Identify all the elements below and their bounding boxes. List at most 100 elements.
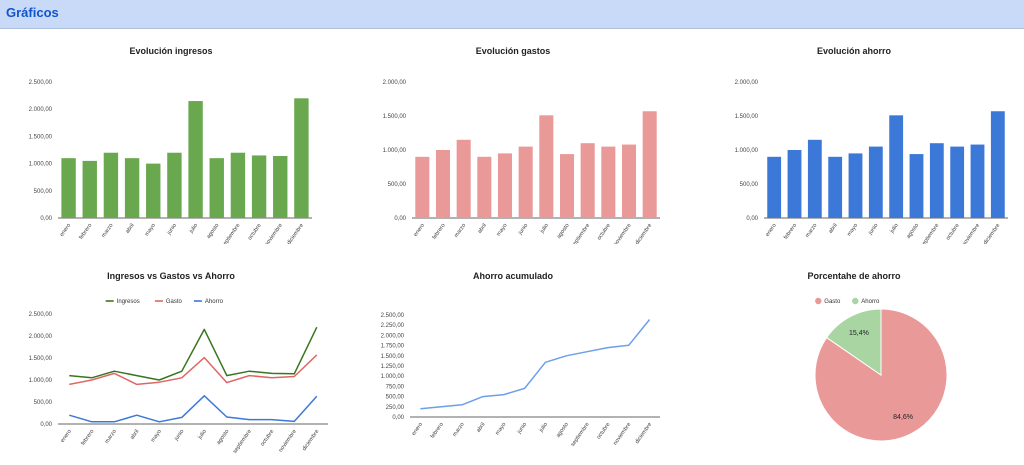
bar [601,146,616,218]
chart-title: Evolución ahorro [817,46,892,56]
x-tick-label: febrero [78,223,93,241]
legend-label: Gasto [824,299,841,305]
legend-label: Ahorro [205,299,224,305]
legend-label: Ahorro [861,299,880,305]
y-tick-label: 1.500,00 [735,114,759,120]
x-tick-label: febrero [783,223,798,241]
x-tick-label: diciembre [983,223,1002,244]
y-tick-label: 2.500,00 [29,80,53,86]
x-tick-label: diciembre [634,422,653,445]
y-tick-label: 1.000,00 [735,148,759,154]
x-tick-label: septiembre [920,223,941,244]
bar [273,155,288,218]
x-tick-label: marzo [101,223,115,239]
y-tick-label: 2.000,00 [29,107,53,113]
x-tick-label: mayo [495,422,508,437]
chart-ahorro[interactable]: Evolución ahorro 0,00 500,00 1.000,00 1.500,… [684,34,1024,244]
x-tick-label: junio [516,422,528,436]
chart-title: Evolución ingresos [129,46,212,56]
legend-swatch [852,297,859,305]
bar [539,115,554,218]
x-tick-label: enero [765,223,778,238]
x-tick-label: abril [476,422,487,434]
bar [82,160,97,218]
y-tick-label: 1.750,00 [381,344,405,350]
x-tick-label: abril [129,429,140,441]
y-tick-label: 500,00 [386,395,405,401]
x-tick-label: marzo [452,422,466,438]
chart-porcentaje[interactable]: Porcentahe de ahorro Gasto Ahorro 84,6% 15,4… [684,262,1024,462]
x-tick-label: octubre [260,429,276,448]
x-tick-label: mayo [846,223,859,238]
x-tick-label: mayo [150,429,163,444]
chart-ingresos[interactable]: Evolución ingresos 0,00 500,00 1.000,00 1.50… [0,34,342,244]
y-tick-label: 1.000,00 [29,378,53,384]
x-tick-label: mayo [496,223,509,238]
x-tick-label: diciembre [634,223,653,244]
y-tick-label: 250,00 [386,405,405,411]
x-tick-label: mayo [144,223,157,238]
y-tick-label: 2.000,00 [735,80,759,86]
x-tick-label: septiembre [221,223,242,244]
bar [456,139,471,218]
y-tick-label: 1.000,00 [29,162,53,168]
x-tick-label: septiembre [570,422,591,448]
bar [435,150,451,218]
x-tick-label: agosto [206,223,221,240]
x-tick-label: noviembre [264,223,284,244]
y-tick-label: 0,00 [392,415,404,421]
x-tick-label: julio [188,223,199,235]
y-tick-label: 0,00 [746,216,758,222]
bar [950,146,965,218]
x-tick-label: enero [59,223,72,238]
y-tick-label: 2.500,00 [29,312,53,318]
y-tick-label: 1.500,00 [29,134,53,140]
y-tick-label: 0,00 [40,216,52,222]
x-tick-label: diciembre [302,429,321,452]
x-tick-label: enero [413,223,426,238]
y-tick-label: 500,00 [34,400,53,406]
x-tick-label: enero [60,429,73,444]
x-tick-label: abril [125,223,136,235]
y-tick-label: 750,00 [386,384,405,390]
page-header: Gráficos [0,0,1024,29]
legend-label: Gasto [166,299,183,305]
legend-swatch [815,297,822,305]
x-tick-label: noviembre [961,223,981,244]
chart-title: Ahorro acumulado [473,271,554,281]
bar [230,152,246,218]
y-tick-label: 500,00 [740,182,759,188]
x-tick-label: junio [517,223,529,237]
x-tick-label: noviembre [613,223,633,244]
y-tick-label: 1.250,00 [381,364,405,370]
x-tick-label: junio [173,429,185,443]
series-line [69,326,318,381]
x-tick-label: diciembre [286,223,305,244]
y-tick-label: 1.500,00 [29,356,53,362]
chart-gastos[interactable]: Evolución gastos 0,00 500,00 1.000,00 1.500,… [342,34,684,244]
bar [124,158,140,218]
x-tick-label: agosto [906,223,921,240]
bar [188,101,203,218]
bar [580,143,595,218]
bar [642,111,657,218]
x-tick-label: febrero [430,422,445,440]
bar [828,156,843,218]
x-tick-label: noviembre [612,422,632,447]
x-tick-label: julio [538,422,549,434]
y-tick-label: 2.500,00 [381,313,405,319]
chart-acumulado[interactable]: Ahorro acumulado 0,00 250,00 500,00 750,00 1.… [342,262,684,462]
x-tick-label: agosto [216,429,231,446]
bar [518,146,533,218]
page-title: Gráficos [6,5,59,20]
x-tick-label: agosto [556,223,571,240]
pie-slice [825,308,882,376]
bar [209,158,224,218]
chart-comparativa[interactable]: Ingresos vs Gastos vs Ahorro 0,00 500,00 1.… [0,262,342,462]
bar [294,98,309,218]
bar [167,152,182,218]
bar [559,154,575,218]
x-tick-label: septiembre [232,429,253,455]
bar [807,139,822,218]
y-tick-label: 1.500,00 [381,354,405,360]
